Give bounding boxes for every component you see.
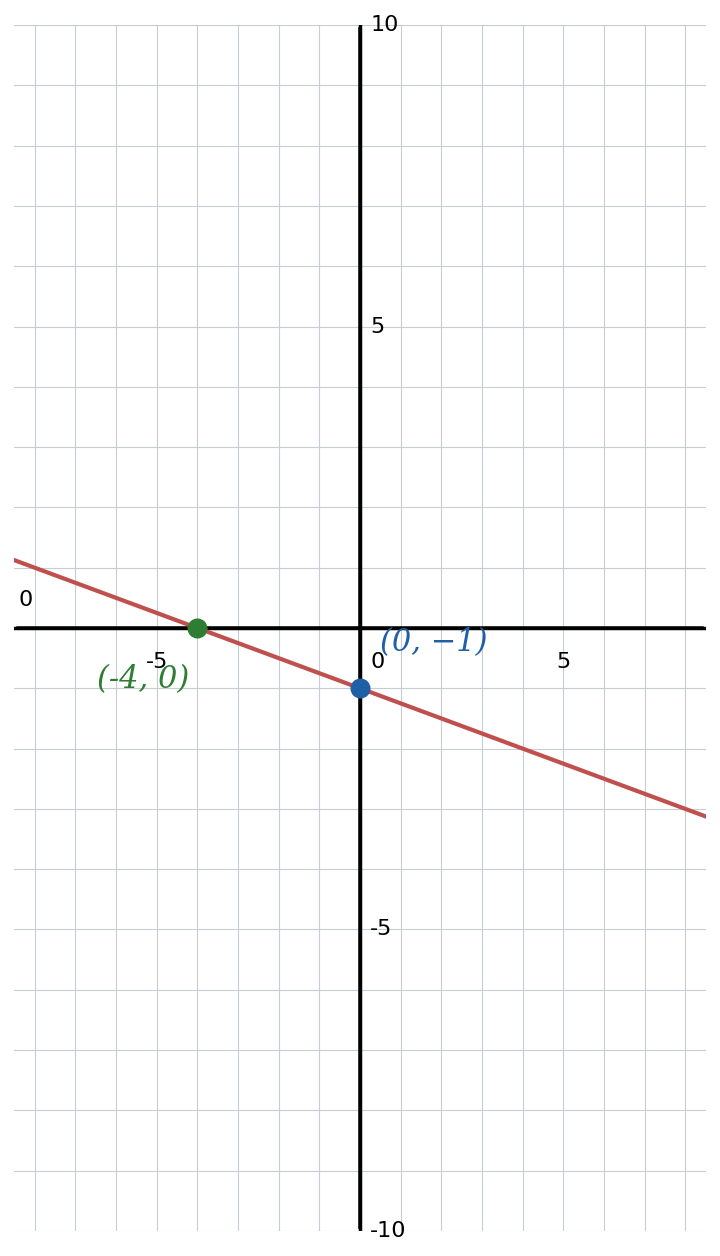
- Text: 10: 10: [370, 15, 399, 35]
- Text: 5: 5: [370, 317, 384, 337]
- Text: -5: -5: [145, 652, 168, 672]
- Point: [354, 678, 366, 698]
- Text: 0: 0: [370, 652, 384, 672]
- Text: -5: -5: [370, 919, 392, 939]
- Point: [192, 618, 203, 638]
- Text: 5: 5: [556, 652, 570, 672]
- Text: (-4, 0): (-4, 0): [97, 664, 189, 695]
- Text: (0, −1): (0, −1): [380, 627, 488, 658]
- Text: 0: 0: [19, 590, 32, 610]
- Text: -10: -10: [370, 1221, 407, 1241]
